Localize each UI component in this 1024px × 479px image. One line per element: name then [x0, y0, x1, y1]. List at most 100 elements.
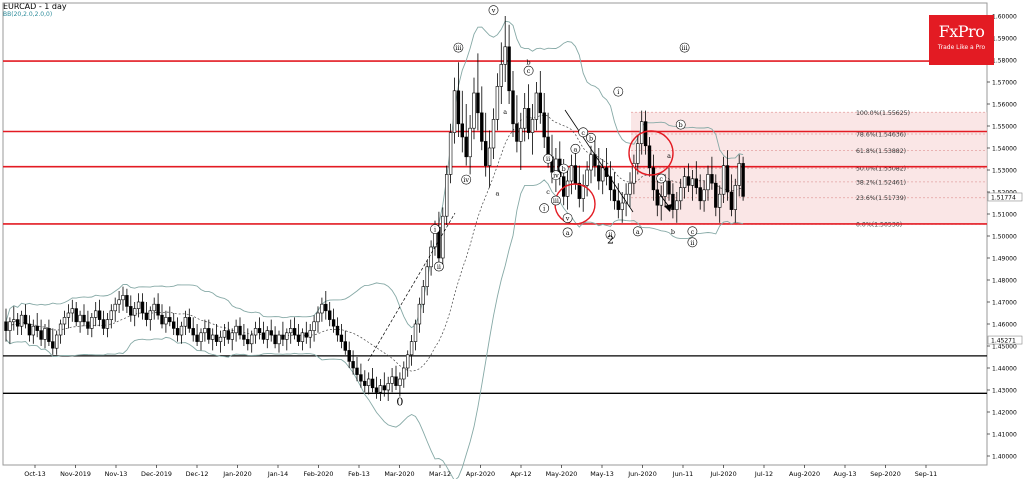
candle [569, 154, 574, 195]
bear-body [347, 350, 351, 362]
bear-body [261, 332, 266, 340]
bull-body [628, 182, 632, 195]
bear-body [51, 341, 55, 349]
bull-body [425, 266, 429, 287]
bull-body [530, 119, 535, 133]
bull-body [600, 167, 605, 182]
candle [737, 154, 741, 197]
candle [238, 317, 242, 340]
y-tick-label: 1.41000 [992, 432, 1017, 439]
bb-lower [5, 179, 744, 479]
candle [382, 372, 386, 397]
candle [729, 174, 734, 217]
bear-body [15, 319, 20, 327]
bull-body [444, 174, 449, 217]
bear-body [144, 312, 149, 320]
bear-body [39, 330, 43, 340]
wave-ring [562, 213, 573, 223]
wave-ring [543, 153, 553, 164]
y-tick-label: 1.50000 [992, 234, 1017, 241]
candle [620, 192, 624, 223]
candle [121, 286, 125, 311]
bear-body [331, 319, 336, 327]
bull-body [706, 174, 710, 191]
bear-body [160, 314, 164, 325]
wave-label: v [562, 213, 573, 223]
bear-body [651, 167, 656, 191]
candle [452, 77, 457, 144]
price-marker-label: 1.45271 [991, 338, 1016, 345]
bull-body [398, 378, 402, 386]
candle [144, 302, 149, 327]
candle [651, 154, 656, 201]
bull-body [690, 178, 695, 186]
candle [308, 324, 312, 349]
bear-body [363, 380, 367, 386]
bull-body [448, 132, 453, 175]
candle [156, 293, 160, 320]
wave-label: c [546, 188, 550, 196]
bull-body [702, 189, 706, 202]
wave-ring [675, 119, 686, 130]
bull-body [472, 92, 476, 129]
bb-upper [5, 20, 744, 329]
candle [218, 330, 223, 353]
wave-label: iv [461, 174, 472, 185]
bull-body [675, 200, 679, 210]
bear-body [573, 165, 578, 184]
bear-body [242, 334, 246, 340]
bear-body [542, 112, 546, 138]
x-tick-label: Nov-13 [105, 470, 128, 478]
axes: 1.60000 1.59000 1.58000 1.57000 1.56000 1.550… [24, 14, 1023, 478]
bear-body [140, 301, 145, 314]
candle [686, 163, 691, 192]
candle [246, 328, 250, 351]
bull-body [468, 127, 472, 158]
bull-body [737, 163, 741, 186]
wave-text: i [617, 88, 619, 96]
wave-text: b [527, 58, 531, 66]
bull-body [277, 334, 281, 345]
candle [129, 295, 133, 322]
candle [721, 156, 726, 203]
chart-title: EURCAD - 1 day [3, 2, 67, 11]
candle [468, 115, 472, 175]
candle [534, 82, 539, 131]
bear-body [464, 136, 468, 158]
candle [464, 104, 468, 166]
y-tick-label: 1.43000 [992, 388, 1017, 395]
wave-text: v [565, 215, 570, 223]
bear-body [125, 295, 129, 307]
bear-body [191, 328, 195, 336]
candle [175, 317, 180, 342]
wave-label: ii [687, 237, 698, 248]
candle [113, 297, 117, 322]
candle [101, 310, 106, 335]
candle [327, 302, 332, 327]
wave-label: b [558, 163, 569, 174]
bear-body [616, 200, 621, 210]
candle [168, 306, 172, 327]
bear-body [324, 303, 328, 312]
x-tick-label: Jul-2020 [709, 470, 736, 478]
bear-body [4, 321, 8, 331]
candle [331, 308, 336, 333]
bear-body [273, 334, 277, 345]
bear-body [526, 108, 531, 133]
bull-body [316, 312, 320, 323]
wave-text: iv [463, 176, 469, 184]
candle [86, 310, 90, 335]
bull-body [136, 301, 141, 309]
bull-body [285, 332, 289, 340]
candle [441, 207, 445, 265]
highlight-circle-high [628, 130, 674, 176]
bull-body [94, 310, 98, 318]
bear-body [725, 165, 730, 193]
wave-label: iii [453, 42, 464, 53]
x-tick-label: Dec-12 [186, 470, 209, 478]
wave-text: i [434, 226, 436, 234]
bull-body [109, 310, 114, 320]
wave-ring [551, 170, 561, 181]
bull-body [320, 303, 324, 314]
